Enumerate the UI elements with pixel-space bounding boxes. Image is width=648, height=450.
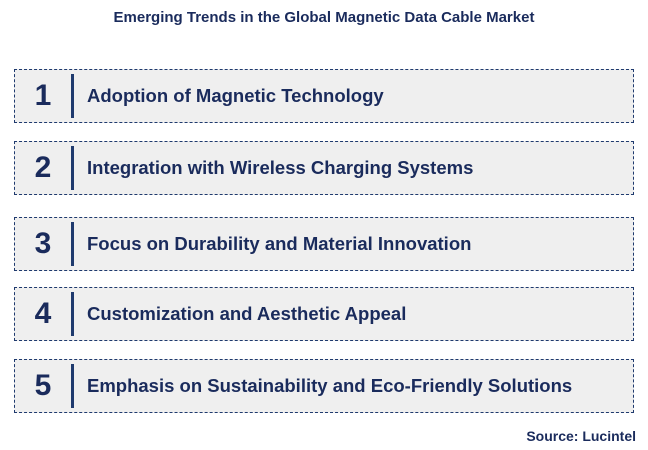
item-label: Customization and Aesthetic Appeal xyxy=(87,303,407,324)
list-item: 4 Customization and Aesthetic Appeal xyxy=(14,287,634,341)
list-item: 1 Adoption of Magnetic Technology xyxy=(14,69,634,123)
divider xyxy=(71,146,74,190)
list-item: 2 Integration with Wireless Charging Syst… xyxy=(14,141,634,195)
item-label: Focus on Durability and Material Innovat… xyxy=(87,233,472,254)
divider xyxy=(71,222,74,266)
item-label: Integration with Wireless Charging Syste… xyxy=(87,157,474,178)
item-label: Emphasis on Sustainability and Eco-Frien… xyxy=(87,375,573,396)
list-item: 5 Emphasis on Sustainability and Eco-Frie… xyxy=(14,359,634,413)
item-number: 2 xyxy=(34,151,52,184)
item-label: Adoption of Magnetic Technology xyxy=(87,85,384,106)
source: Source: Lucintel xyxy=(526,428,636,444)
divider xyxy=(71,74,74,118)
list-item: 3 Focus on Durability and Material Innova… xyxy=(14,217,634,271)
item-number: 3 xyxy=(34,227,52,260)
item-number: 5 xyxy=(34,369,52,402)
title: Emerging Trends in the Global Magnetic D… xyxy=(113,9,535,26)
divider xyxy=(71,364,74,408)
divider xyxy=(71,292,74,336)
item-number: 1 xyxy=(34,79,52,112)
item-number: 4 xyxy=(34,297,52,330)
